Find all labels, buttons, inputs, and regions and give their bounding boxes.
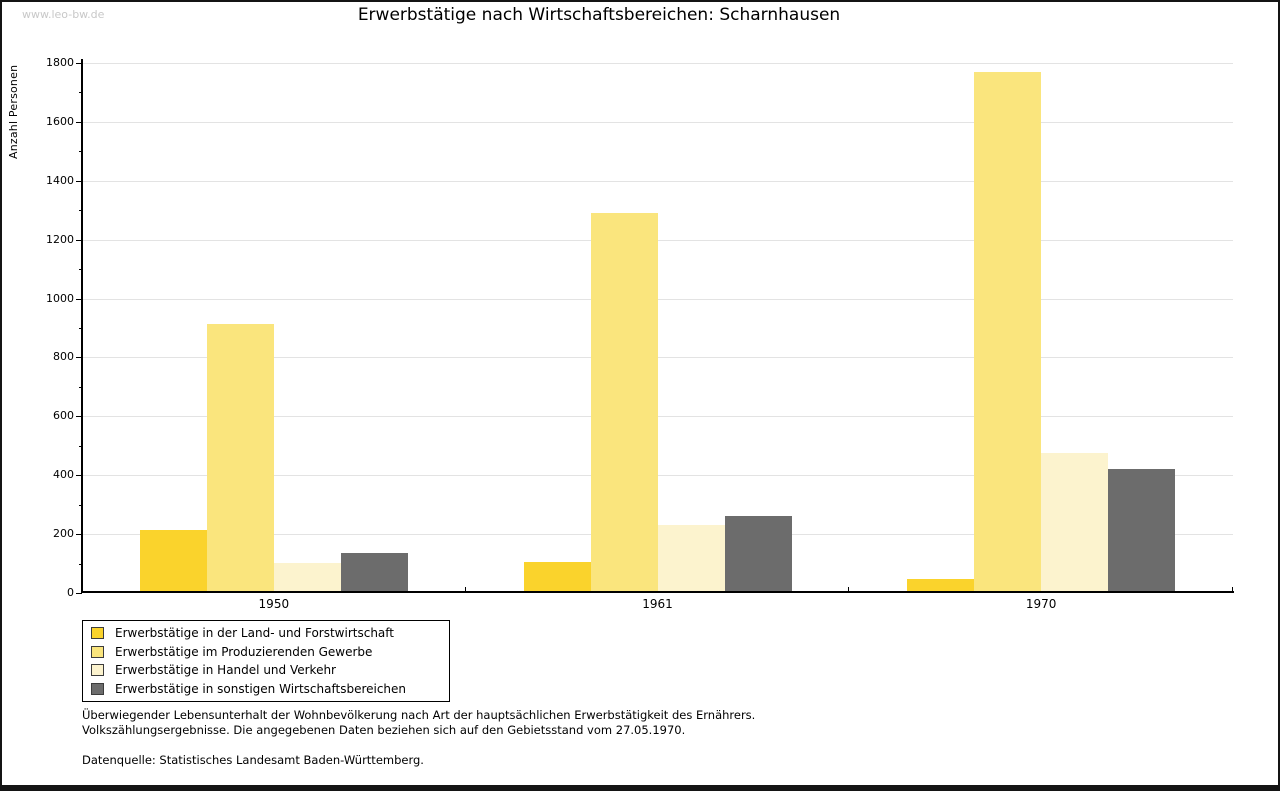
gridline-1800 <box>82 63 1233 64</box>
y-major-tick-1400 <box>75 180 82 182</box>
y-major-tick-0 <box>75 593 82 594</box>
y-axis-line <box>81 59 83 593</box>
y-major-tick-1600 <box>75 121 82 123</box>
bar-1970-series-0 <box>907 578 975 593</box>
bar-1950-series-1 <box>206 324 274 593</box>
y-minor-tick-1500 <box>78 151 82 153</box>
bar-1970-series-3 <box>1108 468 1176 593</box>
y-major-tick-200 <box>75 534 82 536</box>
y-tick-label-600: 600 <box>53 409 74 423</box>
y-major-tick-1200 <box>75 239 82 241</box>
x-boundary-tick-2 <box>848 587 850 592</box>
y-tick-label-0: 0 <box>67 586 74 599</box>
gridline-400 <box>82 475 1233 477</box>
bar-1950-series-2 <box>273 562 341 593</box>
y-minor-tick-300 <box>78 504 82 506</box>
legend-item: Erwerbstätige im Produzierenden Gewerbe <box>83 643 449 662</box>
y-major-tick-1800 <box>75 63 82 64</box>
gridline-600 <box>82 416 1233 418</box>
y-tick-label-400: 400 <box>53 468 74 482</box>
legend-swatch-produzierendes-gewerbe <box>91 645 104 658</box>
bar-1970-series-1 <box>974 72 1042 593</box>
legend-label: Erwerbstätige in Handel und Verkehr <box>115 663 336 678</box>
gridline-1600 <box>82 121 1233 123</box>
bar-1961-series-3 <box>724 516 792 593</box>
bar-1961-series-2 <box>657 524 725 593</box>
legend-item: Erwerbstätige in der Land- und Forstwirt… <box>83 624 449 643</box>
footnote-line-1: Überwiegender Lebensunterhalt der Wohnbe… <box>82 708 756 722</box>
plot-area <box>82 63 1233 593</box>
y-major-tick-400 <box>75 475 82 477</box>
y-tick-label-1600: 1600 <box>46 114 74 128</box>
legend: Erwerbstätige in der Land- und Forstwirt… <box>82 620 450 702</box>
y-minor-tick-100 <box>78 563 82 565</box>
gridline-1400 <box>82 180 1233 182</box>
legend-swatch-handel-verkehr <box>91 664 104 677</box>
footnote-line-2: Volkszählungsergebnisse. Die angegebenen… <box>82 723 686 737</box>
y-tick-label-1000: 1000 <box>46 291 74 305</box>
y-tick-label-1400: 1400 <box>46 173 74 187</box>
legend-label: Erwerbstätige in der Land- und Forstwirt… <box>115 626 394 641</box>
watermark: www.leo-bw.de <box>22 8 105 21</box>
x-category-label-1950: 1950 <box>258 597 290 611</box>
y-tick-label-800: 800 <box>53 350 74 364</box>
y-major-tick-600 <box>75 416 82 418</box>
y-minor-tick-700 <box>78 386 82 388</box>
chart-title: Erwerbstätige nach Wirtschaftsbereichen:… <box>357 5 841 25</box>
legend-item: Erwerbstätige in sonstigen Wirtschaftsbe… <box>83 680 449 699</box>
x-category-label-1961: 1961 <box>642 597 673 611</box>
legend-swatch-land-forstwirtschaft <box>91 627 104 640</box>
x-boundary-tick-1 <box>464 587 466 592</box>
y-tick-label-1800: 1800 <box>46 56 74 69</box>
gridline-800 <box>82 357 1233 359</box>
legend-item: Erwerbstätige in Handel und Verkehr <box>83 661 449 680</box>
data-source-line: Datenquelle: Statistisches Landesamt Bad… <box>82 753 424 767</box>
y-tick-label-1200: 1200 <box>46 232 74 246</box>
x-boundary-tick-3 <box>1232 587 1233 592</box>
footnotes: Überwiegender Lebensunterhalt der Wohnbe… <box>82 708 755 768</box>
y-minor-tick-1700 <box>78 92 82 94</box>
legend-swatch-sonstige <box>91 682 104 695</box>
y-major-tick-800 <box>75 357 82 359</box>
y-axis-title: Anzahl Personen <box>7 64 20 160</box>
y-minor-tick-1100 <box>78 269 82 271</box>
legend-label: Erwerbstätige im Produzierenden Gewerbe <box>115 644 373 659</box>
bar-1961-series-0 <box>523 562 591 593</box>
y-minor-tick-500 <box>78 445 82 447</box>
gridline-1000 <box>82 298 1233 300</box>
y-major-tick-1000 <box>75 298 82 300</box>
y-minor-tick-1300 <box>78 210 82 212</box>
bar-1961-series-1 <box>590 212 658 593</box>
y-tick-label-200: 200 <box>53 527 74 541</box>
x-axis-line <box>81 591 1234 593</box>
legend-label: Erwerbstätige in sonstigen Wirtschaftsbe… <box>115 681 407 696</box>
gridline-1200 <box>82 239 1233 241</box>
bar-1970-series-2 <box>1041 452 1109 593</box>
y-minor-tick-900 <box>78 328 82 329</box>
bar-1950-series-3 <box>340 552 408 593</box>
bar-1950-series-0 <box>139 530 207 593</box>
x-category-label-1970: 1970 <box>1025 597 1057 611</box>
